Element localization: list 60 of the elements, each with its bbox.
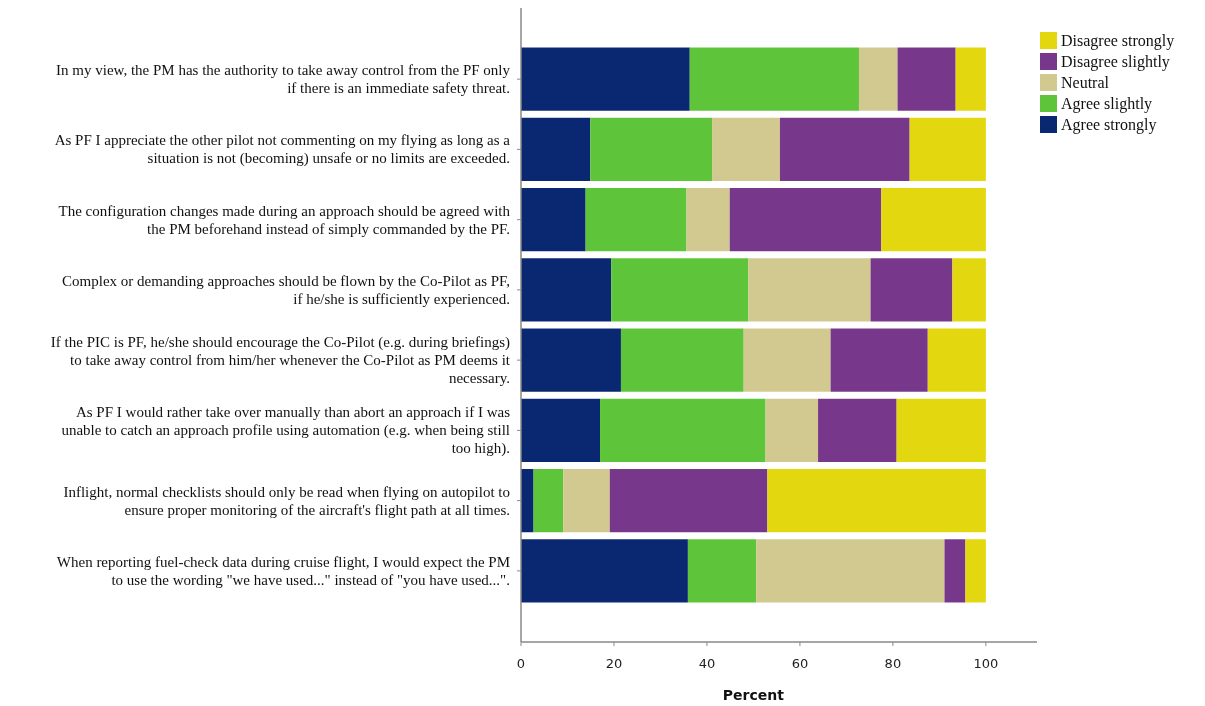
bar	[689, 47, 859, 111]
bar	[818, 398, 897, 462]
y-tick-label: If the PIC is PF, he/she should encourage the Co-Pilot (e.g. during briefings) to take away control from him/her whenever the Co-Pilot as PM deems it necessary.	[50, 334, 511, 387]
bar	[585, 188, 687, 252]
y-tick-label: As PF I would rather take over manually than abort an approach if I was unable to catch an approach profile using automation (e.g. when being still too high).	[61, 404, 511, 458]
bar	[563, 469, 610, 533]
x-tick-label: 40	[698, 656, 716, 671]
bar	[521, 398, 601, 462]
bar	[870, 258, 953, 322]
bar	[765, 398, 819, 462]
bar	[609, 469, 768, 533]
x-tick-label: 100	[973, 656, 999, 671]
bar	[521, 117, 591, 181]
bar	[521, 258, 612, 322]
y-tick-label: When reporting fuel-check data during cruise flight, I would expect the PM to use the wording "we have used..." instead of "you have used...".	[56, 553, 510, 588]
bar	[756, 539, 945, 603]
bar	[748, 258, 871, 322]
bar	[944, 539, 966, 603]
bar	[767, 469, 986, 533]
bar	[952, 258, 986, 322]
bar	[687, 539, 757, 603]
bar	[521, 47, 690, 111]
bar	[830, 328, 928, 392]
y-tick-label: In my view, the PM has the authority to take away control from the PF only if there is an immediate safety threat.	[56, 62, 511, 97]
bar	[729, 188, 882, 252]
bar	[743, 328, 831, 392]
x-tick-label: 60	[791, 656, 809, 671]
y-tick-label: The configuration changes made during an approach should be agreed with the PM beforehand instead of simply commanded by the PF.	[58, 202, 511, 237]
bar	[712, 117, 780, 181]
bar	[590, 117, 713, 181]
bar	[533, 469, 564, 533]
bar	[965, 539, 986, 603]
legend-label: Agree slightly	[1061, 95, 1153, 113]
bar	[600, 398, 766, 462]
legend-label: Disagree slightly	[1061, 53, 1170, 71]
bar	[927, 328, 986, 392]
bar	[897, 47, 956, 111]
x-axis-title: Percent	[722, 687, 785, 703]
bar	[779, 117, 910, 181]
bar	[686, 188, 730, 252]
bar	[909, 117, 986, 181]
bar	[521, 539, 688, 603]
y-tick-label: Inflight, normal checklists should only be read when flying on autopilot to ensure proper monitoring of the aircraft's flight path at all times.	[63, 483, 510, 518]
bar	[521, 328, 621, 392]
bar	[955, 47, 986, 111]
y-tick-label: Complex or demanding approaches should be flown by the Co-Pilot as PF, if he/she is sufficiently experienced.	[62, 272, 510, 307]
y-tick-label: As PF I appreciate the other pilot not commenting on my flying as long as a situation is not (becoming) unsafe or no limits are exceeded.	[54, 132, 511, 168]
bar	[611, 258, 749, 322]
bar	[858, 47, 898, 111]
x-tick-label: 80	[884, 656, 902, 671]
legend-label: Neutral	[1061, 74, 1110, 91]
bar	[881, 188, 986, 252]
bar	[620, 328, 744, 392]
legend-label: Disagree strongly	[1061, 32, 1175, 50]
bar	[896, 398, 986, 462]
bar	[521, 188, 586, 252]
legend-label: Agree strongly	[1061, 116, 1157, 134]
x-tick-label: 20	[605, 656, 623, 671]
x-tick-label: 0	[516, 656, 526, 671]
bar	[521, 469, 534, 533]
